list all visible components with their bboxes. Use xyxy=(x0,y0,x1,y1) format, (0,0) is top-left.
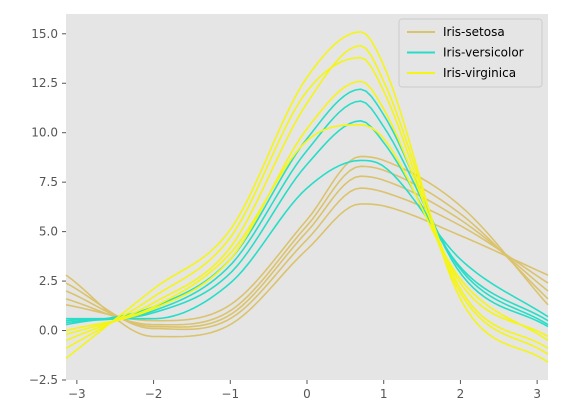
curve-1-2 xyxy=(66,159,549,320)
x-tick-label: 0 xyxy=(303,387,311,401)
legend-box xyxy=(398,18,543,88)
legend-label: Iris-virginica xyxy=(443,66,516,80)
curve-2-3 xyxy=(65,56,549,355)
y-tick-label: −2.5 xyxy=(29,373,58,387)
x-axis: −3 −2 −1 0 1 2 3 xyxy=(68,380,541,401)
x-tick-label: 2 xyxy=(457,387,465,401)
curve-2-2 xyxy=(65,80,549,338)
x-tick-label: −2 xyxy=(145,387,163,401)
y-tick-label: 7.5 xyxy=(39,175,58,189)
series-iris-virginica xyxy=(65,30,549,363)
legend-label: Iris-versicolor xyxy=(443,46,524,60)
curve-0-3 xyxy=(65,203,549,338)
curve-0-0 xyxy=(65,187,549,331)
x-tick-label: 3 xyxy=(533,387,541,401)
x-tick-label: −1 xyxy=(221,387,239,401)
y-tick-label: 0.0 xyxy=(39,324,58,338)
y-tick-label: 5.0 xyxy=(39,225,58,239)
curve-0-2 xyxy=(65,165,549,326)
curve-2-0 xyxy=(65,44,549,350)
curve-0-1 xyxy=(65,175,549,328)
x-tick-label: −3 xyxy=(68,387,86,401)
y-tick-label: 15.0 xyxy=(31,27,58,41)
curve-1-1 xyxy=(65,100,549,326)
curve-0-4 xyxy=(65,155,549,322)
y-tick-label: 2.5 xyxy=(39,274,58,288)
y-tick-label: 10.0 xyxy=(31,126,58,140)
curve-1-0 xyxy=(65,120,549,322)
curves-layer xyxy=(65,30,549,363)
x-tick-label: 1 xyxy=(380,387,388,401)
legend: Iris-setosa Iris-versicolor Iris-virginica xyxy=(398,18,543,88)
series-iris-setosa xyxy=(65,155,549,338)
legend-label: Iris-setosa xyxy=(443,25,505,39)
curve-2-4 xyxy=(65,123,549,342)
y-tick-label: 12.5 xyxy=(31,76,58,90)
y-axis: −2.5 0.0 2.5 5.0 7.5 10.0 12.5 15.0 xyxy=(29,27,66,387)
curve-2-1 xyxy=(65,30,549,363)
